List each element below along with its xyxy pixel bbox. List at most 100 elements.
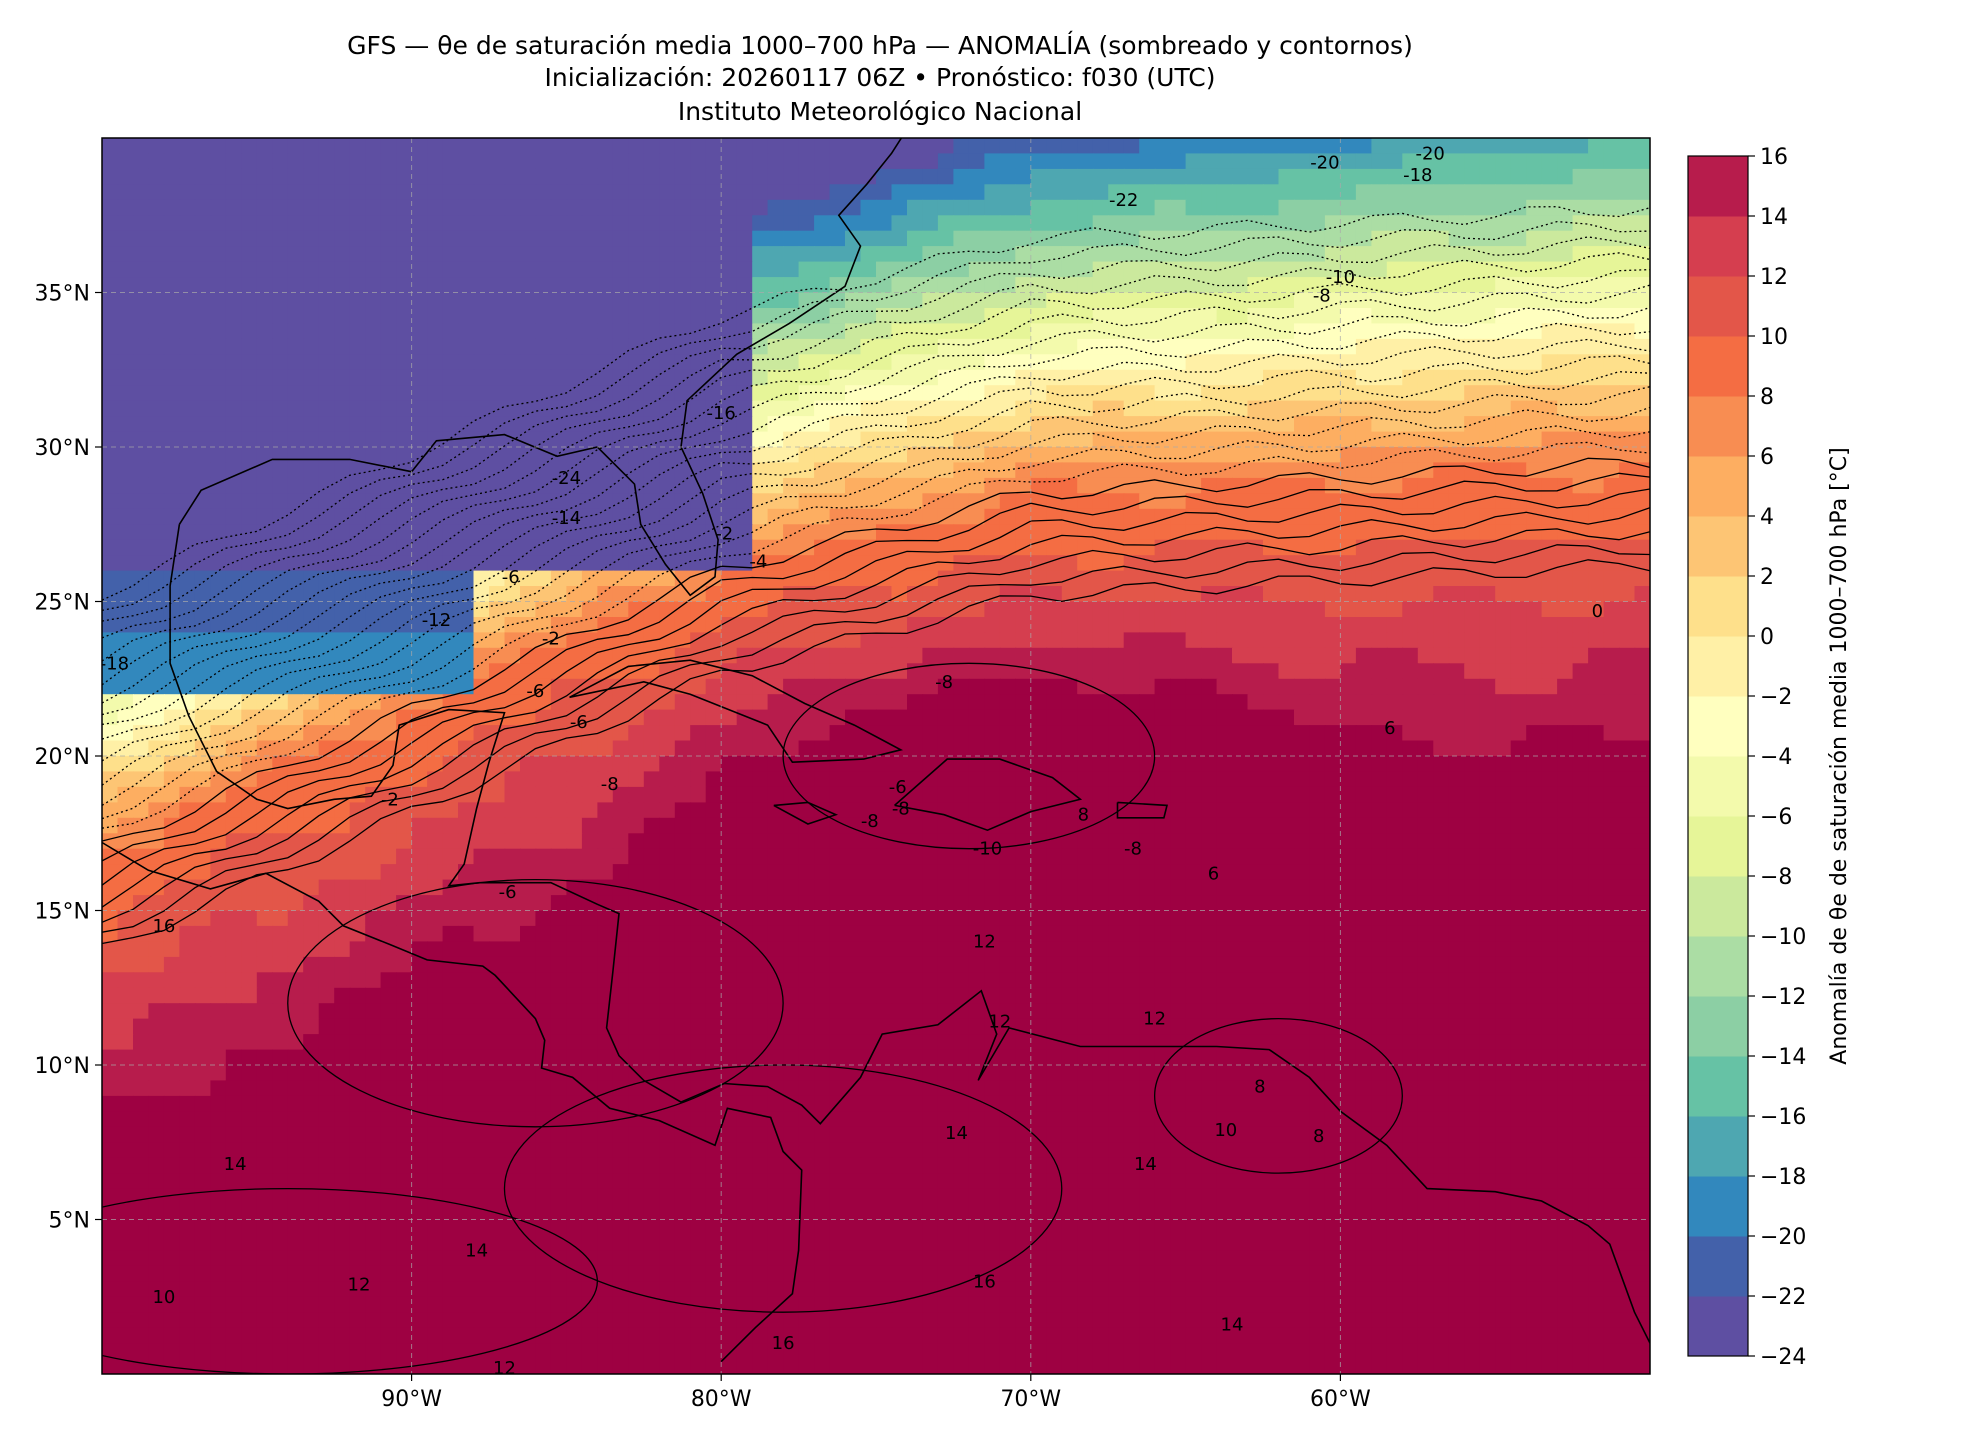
graticule <box>102 138 1650 1374</box>
colorbar-tick-label: 10 <box>1760 325 1788 350</box>
lat-tick-label: 15°N <box>35 900 90 925</box>
contour-label: -8 <box>935 672 953 693</box>
lat-tick-label: 5°N <box>49 1209 90 1234</box>
contour-label: -10 <box>1326 267 1355 288</box>
colorbar-tick-label: −18 <box>1760 1165 1806 1190</box>
coastlines <box>102 138 1650 1363</box>
colorbar-swatch <box>1688 576 1748 637</box>
colorbar-tick-label: −14 <box>1760 1045 1806 1070</box>
colorbar-tick-label: −22 <box>1760 1285 1806 1310</box>
colorbar-tick-label: −6 <box>1760 805 1792 830</box>
colorbar-swatch <box>1688 156 1748 217</box>
contour-labels: -20-18-20-22-10-8-16-24-14-2-4-6-12-20-1… <box>100 143 1603 1379</box>
colorbar-swatch <box>1688 756 1748 817</box>
contour-label: -20 <box>1310 153 1339 174</box>
contour-label: 8 <box>1313 1126 1324 1147</box>
contour-label: -2 <box>381 789 399 810</box>
colorbar-label: Anomalía de θe de saturación media 1000–… <box>1827 447 1852 1064</box>
contour-label: 6 <box>1208 863 1219 884</box>
contour-label: -2 <box>542 629 560 650</box>
contour-label: 14 <box>1221 1315 1244 1336</box>
colorbar-swatch <box>1688 936 1748 997</box>
contour-label: -10 <box>973 839 1002 860</box>
colorbar: −24−22−20−18−16−14−12−10−8−6−4−202468101… <box>1687 145 1806 1370</box>
contour-label: -2 <box>715 524 733 545</box>
contour-label: -16 <box>706 403 735 424</box>
contour-label: -6 <box>499 882 517 903</box>
contour-label: -24 <box>552 468 581 489</box>
contour-label: 16 <box>973 1271 996 1292</box>
contour-label: 16 <box>772 1333 795 1354</box>
lon-tick-label: 90°W <box>381 1387 442 1412</box>
colorbar-tick-label: 16 <box>1760 145 1788 170</box>
contour-label: 6 <box>1384 718 1395 739</box>
contour-label: 14 <box>945 1123 968 1144</box>
contour-label: -22 <box>1109 190 1138 211</box>
map-subtitle-init: Inicialización: 20260117 06Z • Pronóstic… <box>544 63 1216 92</box>
contour-label: 14 <box>1134 1154 1157 1175</box>
colorbar-swatch <box>1688 696 1748 757</box>
colorbar-tick-label: −20 <box>1760 1225 1806 1250</box>
lon-tick-label: 60°W <box>1310 1387 1371 1412</box>
contour-label: -6 <box>570 712 588 733</box>
colorbar-swatch <box>1688 336 1748 397</box>
colorbar-swatch <box>1688 1176 1748 1237</box>
colorbar-tick-label: −8 <box>1760 865 1792 890</box>
colorbar-swatch <box>1688 996 1748 1057</box>
colorbar-tick-label: −2 <box>1760 685 1792 710</box>
colorbar-tick-label: 2 <box>1760 565 1774 590</box>
contour-label: -14 <box>552 508 581 529</box>
contour-label: 12 <box>988 1012 1011 1033</box>
contour-label: 12 <box>1143 1009 1166 1030</box>
contour-label: -18 <box>1403 165 1432 186</box>
colorbar-tick-label: −4 <box>1760 745 1792 770</box>
contour-label: 10 <box>1214 1120 1237 1141</box>
colorbar-swatch <box>1688 636 1748 697</box>
contour-label: 12 <box>493 1358 516 1379</box>
colorbar-tick-label: 4 <box>1760 505 1774 530</box>
lon-tick-label: 80°W <box>691 1387 752 1412</box>
contour-label: 16 <box>152 916 175 937</box>
lon-tick-label: 70°W <box>1000 1387 1061 1412</box>
contour-label: -8 <box>1313 286 1331 307</box>
colorbar-tick-label: 6 <box>1760 445 1774 470</box>
contour-label: 12 <box>973 931 996 952</box>
colorbar-tick-label: 0 <box>1760 625 1774 650</box>
colorbar-swatch <box>1688 396 1748 457</box>
lat-tick-label: 10°N <box>35 1054 90 1079</box>
colorbar-tick-label: −24 <box>1760 1345 1806 1370</box>
lat-tick-label: 35°N <box>35 282 90 307</box>
contour-label: -8 <box>1124 839 1142 860</box>
contour-label: -4 <box>749 551 767 572</box>
contour-label: -6 <box>889 777 907 798</box>
colorbar-swatch <box>1688 816 1748 877</box>
contour-label: -6 <box>502 567 520 588</box>
contour-label: 8 <box>1078 805 1089 826</box>
colorbar-swatch <box>1688 1116 1748 1177</box>
map-title: GFS — θe de saturación media 1000–700 hP… <box>347 31 1413 60</box>
colorbar-swatch <box>1688 1056 1748 1117</box>
contour-label: -12 <box>422 610 451 631</box>
anomaly-field <box>102 138 1650 1374</box>
colorbar-swatch <box>1688 276 1748 337</box>
contour-label: 14 <box>465 1240 488 1261</box>
contour-label: -6 <box>526 681 544 702</box>
colorbar-tick-label: 14 <box>1760 205 1788 230</box>
lat-tick-label: 30°N <box>35 436 90 461</box>
colorbar-swatch <box>1688 516 1748 577</box>
colorbar-swatch <box>1688 876 1748 937</box>
lat-tick-label: 25°N <box>35 591 90 616</box>
contour-label: -8 <box>892 799 910 820</box>
colorbar-swatch <box>1688 1236 1748 1297</box>
contour-lines <box>102 206 1650 1374</box>
contour-label: 10 <box>152 1287 175 1308</box>
map-subtitle-institute: Instituto Meteorológico Nacional <box>677 97 1083 126</box>
contour-label: -8 <box>861 811 879 832</box>
colorbar-tick-label: −10 <box>1760 925 1806 950</box>
contour-label: -18 <box>100 653 129 674</box>
colorbar-swatch <box>1688 1296 1748 1357</box>
colorbar-swatch <box>1688 216 1748 277</box>
colorbar-swatch <box>1688 456 1748 517</box>
contour-label: 0 <box>1592 601 1603 622</box>
